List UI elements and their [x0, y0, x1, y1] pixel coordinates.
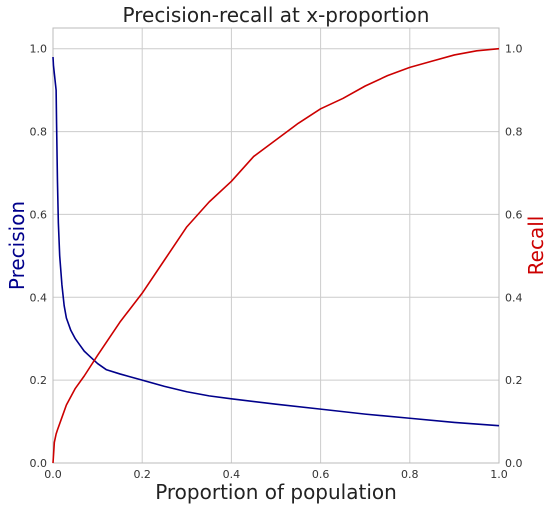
series-line-precision — [52, 56, 500, 427]
y-ticks-left: 0.0 0.2 0.4 0.6 0.8 1.0 — [30, 43, 48, 470]
x-tick-label: 1.0 — [490, 468, 508, 481]
y-tick-label-right: 0.4 — [505, 291, 523, 304]
y-tick-label-right: 0.0 — [505, 457, 523, 470]
x-tick-label: 0.4 — [223, 468, 241, 481]
grid — [52, 28, 500, 464]
series-line-recall — [52, 47, 500, 464]
x-axis-label: Proportion of population — [155, 480, 397, 504]
y-tick-label-left: 0.4 — [30, 291, 48, 304]
y-ticks-right: 0.0 0.2 0.4 0.6 0.8 1.0 — [505, 43, 523, 470]
x-tick-label: 0.6 — [312, 468, 330, 481]
y-tick-label-left: 0.0 — [30, 457, 48, 470]
x-tick-label: 0.8 — [401, 468, 419, 481]
x-tick-label: 0.2 — [133, 468, 151, 481]
y-tick-label-right: 0.8 — [505, 126, 523, 139]
x-tick-label: 0.0 — [44, 468, 62, 481]
y-tick-label-right: 0.6 — [505, 208, 523, 221]
x-ticks: 0.0 0.2 0.4 0.6 0.8 1.0 — [44, 468, 508, 481]
y-tick-label-right: 1.0 — [505, 43, 523, 56]
y-tick-label-right: 0.2 — [505, 374, 523, 387]
y-tick-label-left: 0.2 — [30, 374, 48, 387]
series-layer — [52, 47, 500, 464]
plot-frame — [52, 27, 500, 464]
y-tick-label-left: 1.0 — [30, 43, 48, 56]
y-axis-label-right: Recall — [524, 216, 548, 276]
y-axis-label-left: Precision — [5, 201, 29, 290]
y-tick-label-left: 0.6 — [30, 208, 48, 221]
y-tick-label-left: 0.8 — [30, 126, 48, 139]
chart-title: Precision-recall at x-proportion — [123, 3, 430, 27]
